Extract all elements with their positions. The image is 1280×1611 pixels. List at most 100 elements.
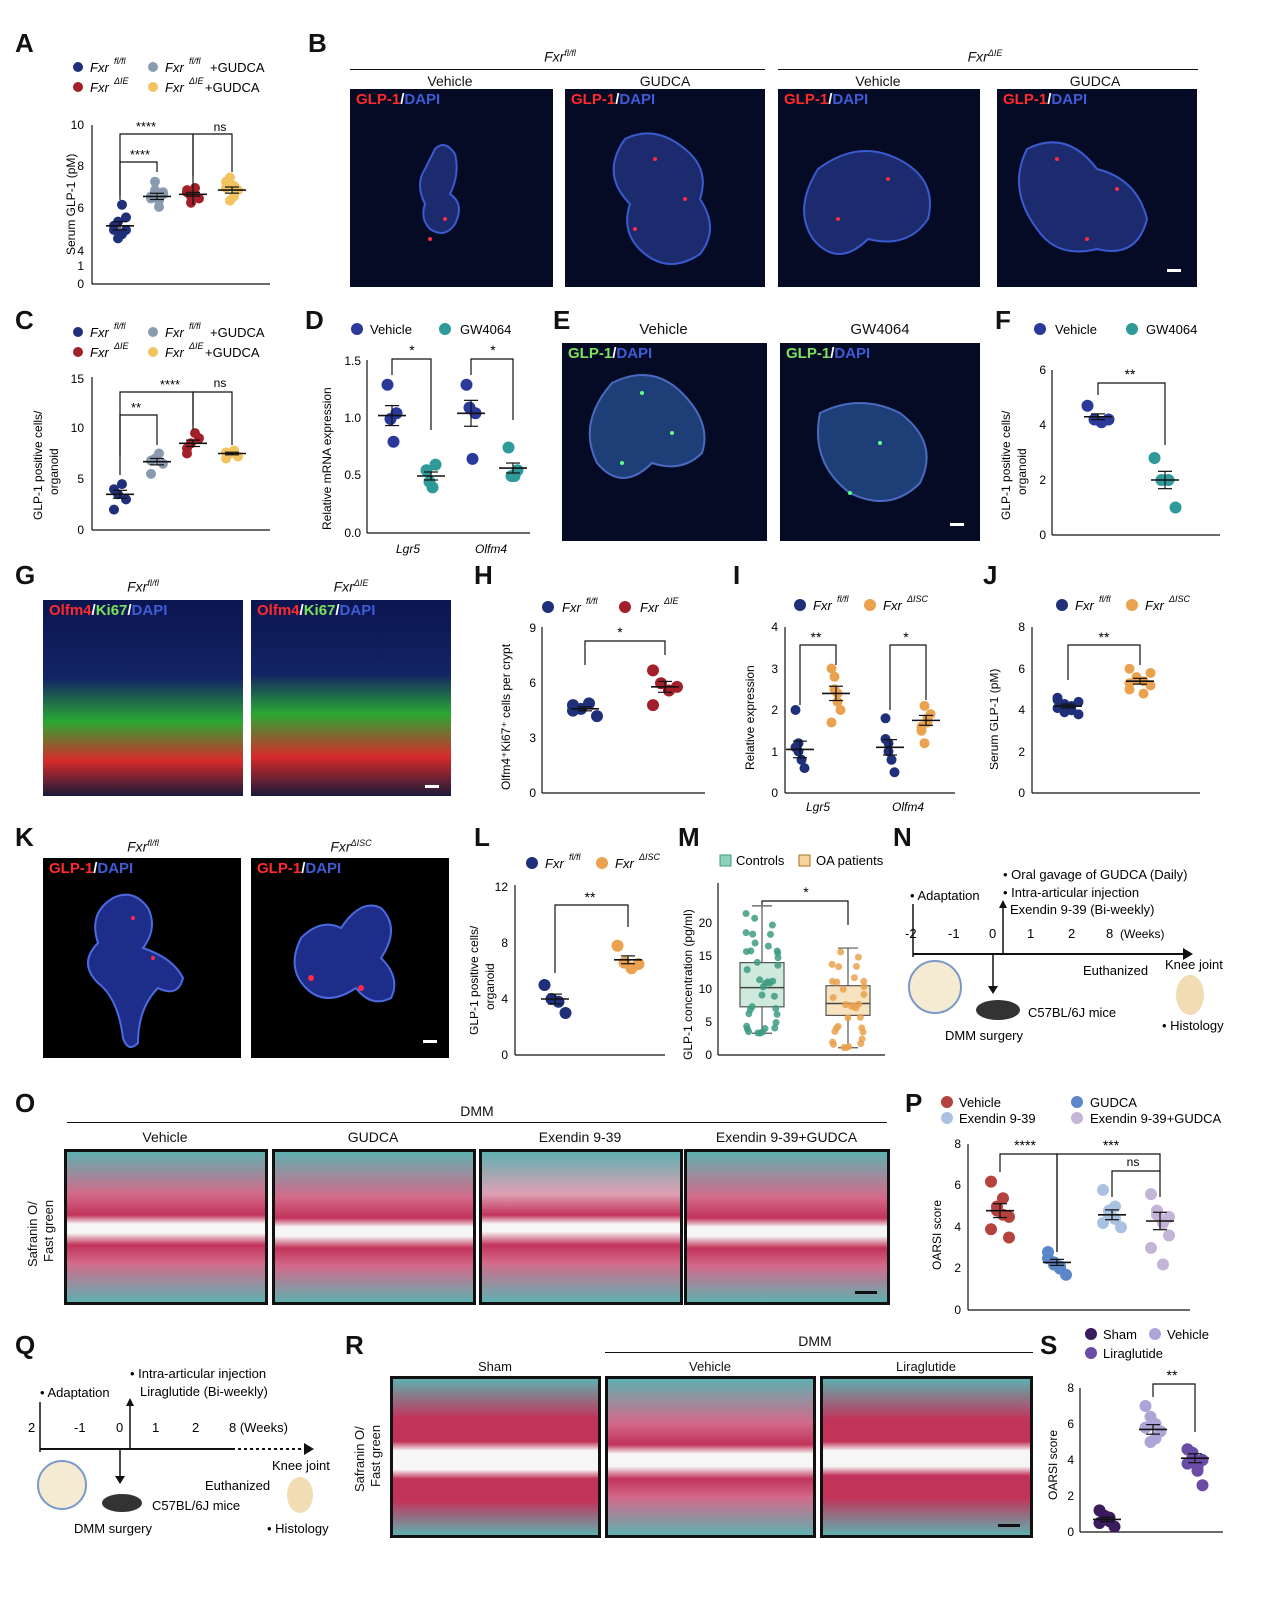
mouse-icon-n [976,1000,1020,1020]
group-line-b2 [778,69,1198,70]
tick-i-1: 1 [771,745,778,759]
legend-dot-c1 [73,327,83,337]
legend-a4: Fxr [165,80,184,95]
timeline-q-knee: Knee joint [272,1458,330,1473]
chart-p: Vehicle GUDCA Exendin 9-39 Exendin 9-39+… [930,1095,1221,1317]
chart-j-point [1073,709,1084,720]
panel-g: Fxrfl/fl FxrΔIE Olfm4/Ki67/DAPI Olfm4/Ki… [43,578,463,798]
y-axis-label-l1: GLP-1 positive cells/ [470,925,481,1035]
legend-a: Fxr fl/fl Fxr ΔIE Fxr fl/fl +GUDCA Fxr Δ… [73,56,265,95]
chart-d-point [381,378,394,391]
panel-label-n: N [893,822,912,852]
col-title-k1: Fxrfl/fl [127,838,159,855]
scale-bar-o [855,1291,877,1294]
diagram-q: • Intra-articular injection Liraglutide … [28,1366,330,1536]
tick-s-0: 0 [1067,1525,1074,1539]
chart-s-point [1181,1457,1194,1470]
chart-m-point [751,914,759,922]
bracket-l [554,904,629,973]
panel-label-a: A [15,28,34,58]
tick-i-3: 3 [771,662,778,676]
chart-m-point [860,983,868,991]
chart-i-point [880,713,891,724]
legend-p2: GUDCA [1090,1095,1137,1110]
chart-m-point [745,1010,753,1018]
y-axis-label-i: Relative expression [743,665,757,770]
legend-c3: Fxr [165,325,184,340]
micrograph-g2: Olfm4/Ki67/DAPI [251,600,451,796]
histology-r1 [390,1376,601,1538]
chart-s-point [1139,1400,1152,1412]
chart-p-point [1145,1241,1157,1254]
chart-s-point [1191,1464,1204,1477]
chart-f-point [1148,452,1161,464]
chart-i-point [916,725,927,736]
chart-i-point [826,663,837,674]
sig-i-1: ** [811,629,822,645]
chart-p-point [1151,1208,1163,1221]
chart-c-point [146,455,156,466]
chart-m-point [742,929,750,937]
chart-p-point [1109,1200,1121,1213]
legend-dot-a4 [148,82,158,92]
chart-f-point [1169,501,1182,514]
tick-i-4: 4 [771,620,778,634]
tick-l-0: 0 [501,1048,508,1060]
sig-p-3: ns [1127,1155,1140,1169]
stain-label-b4: GLP-1/DAPI [1003,91,1088,108]
y-axis-label-c1: GLP-1 positive cells/ [31,410,45,520]
histology-o2 [272,1149,476,1305]
legend-a4-sup: ΔIE [188,76,205,86]
chart-s-point [1144,1436,1157,1448]
chart-j-point [1124,678,1135,689]
chart-m-point [860,990,868,998]
stain-label-b1: GLP-1/DAPI [356,91,441,108]
sig-a-2: **** [130,147,150,162]
bracket-p-2 [1056,1153,1161,1252]
chart-i: Fxr fl/fl Fxr ΔISC Relative expression 0… [743,594,955,814]
panel-label-c: C [15,305,34,335]
chart-p-point [985,1223,997,1236]
group-title-b2: FxrΔIE [967,48,1003,65]
bracket-c-1 [119,414,158,475]
chart-d: Vehicle GW4064 Relative mRNA expression … [320,322,530,556]
chart-a-point [113,233,123,244]
legend-l2: Fxr [615,856,634,871]
histology-o3 [479,1149,683,1305]
tick-m-5: 5 [705,1015,712,1029]
panel-label-l: L [474,822,490,852]
bracket-i-2 [889,644,927,710]
group-line-o [67,1122,887,1123]
chart-p-point [985,1175,997,1188]
chart-p-point [1003,1231,1015,1244]
legend-a2-sup: ΔIE [113,76,130,86]
legend-c2-sup: ΔIE [113,341,130,351]
chart-d-point [387,435,400,448]
legend-dot-a3 [148,62,158,72]
chart-f-point [1081,399,1094,412]
chart-a-point [158,189,168,200]
y-axis-label-c2: organoid [47,448,61,495]
panel-label-p: P [905,1088,923,1118]
sig-c-1: ** [131,400,141,415]
legend-f2: GW4064 [1146,322,1197,337]
legend-s2: Vehicle [1167,1327,1209,1342]
chart-c-point [146,468,156,479]
micrograph-b3: GLP-1/DAPI [778,89,980,287]
tick-s-8: 8 [1067,1381,1074,1395]
chart-h: Fxr fl/fl Fxr ΔIE Olfm4⁺Ki67⁺ cells per … [499,596,705,800]
tick-n-0: 0 [989,926,996,941]
panel-k: Fxrfl/fl FxrΔISC GLP-1/DAPI GLP-1/DAPI [43,838,458,1060]
chart-j: Fxr fl/fl Fxr ΔISC Serum GLP-1 (pM) 0 2 … [990,594,1200,800]
y-axis-label-j: Serum GLP-1 (pM) [990,669,1001,770]
histology-r2 [605,1376,816,1538]
chart-m-point [839,985,847,993]
y-axis-label-s: OARSI score [1046,1430,1060,1500]
tick-q-2: 2 [28,1420,35,1435]
col-title-o3: Exendin 9-39 [538,1129,622,1145]
panel-r: DMM Sham Vehicle Liraglutide Safranin O/… [350,1332,1035,1540]
chart-i-point [883,738,894,749]
legend-f1: Vehicle [1055,322,1097,337]
col-title-b2: GUDCA [639,73,691,89]
legend-i1-sup: fl/fl [837,594,850,604]
